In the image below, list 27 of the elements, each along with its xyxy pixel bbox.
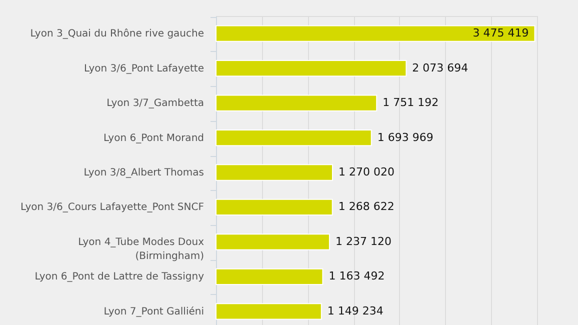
y-tick-label: Lyon 3/7_Gambetta (106, 98, 204, 110)
y-tick-label: Lyon 3_Quai du Rhône rive gauche (30, 28, 204, 40)
data-label: 1 693 969 (377, 130, 434, 144)
data-label: 1 268 622 (338, 200, 394, 214)
data-label: 1 163 492 (328, 270, 385, 283)
bar (216, 234, 330, 250)
y-tick-label: Lyon 4_Tube Modes Doux (Birmingham) (78, 236, 204, 262)
y-tick-label: Lyon 3/6_Pont Lafayette (84, 63, 204, 74)
bar (216, 25, 536, 42)
data-label: 1 751 192 (382, 96, 439, 110)
data-label: 1 149 234 (327, 304, 384, 318)
y-tick-label: Lyon 7_Pont Galliéni (104, 306, 204, 318)
y-tick-label: Lyon 3/6_Cours Lafayette_Pont SNCF (20, 202, 204, 214)
bar (216, 303, 322, 320)
bar (216, 60, 407, 77)
bar (216, 129, 372, 146)
y-tick-label: Lyon 6_Pont de Lattre de Tassigny (34, 272, 204, 283)
data-label: 1 270 020 (338, 166, 394, 178)
bar (216, 198, 333, 216)
bar (216, 268, 324, 286)
bar (216, 164, 333, 181)
bar (216, 94, 378, 112)
data-label: 1 237 120 (335, 234, 392, 248)
y-tick-label: Lyon 3/8_Albert Thomas (84, 168, 204, 178)
y-tick-label: Lyon 6_Pont Morand (104, 132, 204, 144)
data-label: 2 073 694 (412, 61, 468, 74)
data-label: 3 475 419 (472, 26, 529, 40)
